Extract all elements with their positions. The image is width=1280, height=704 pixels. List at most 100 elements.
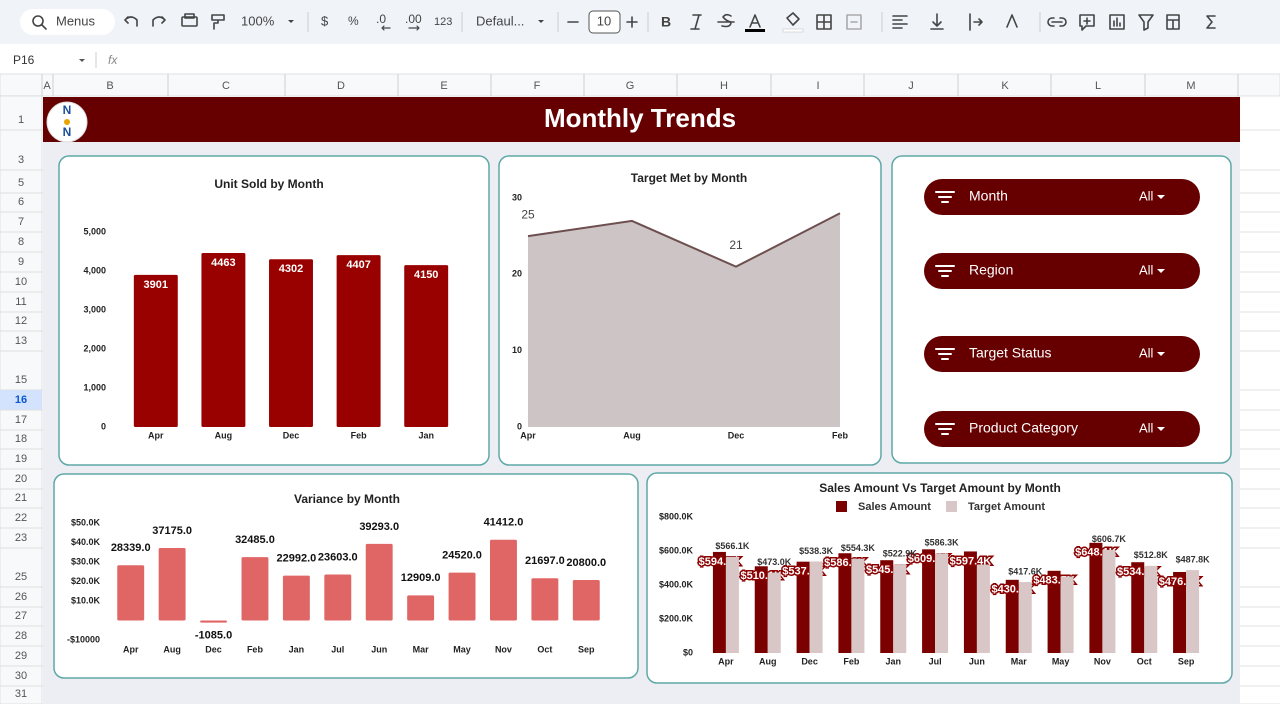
row-header[interactable]: 8	[18, 236, 24, 248]
redo-button[interactable]	[152, 16, 166, 27]
text-color-button[interactable]	[749, 14, 761, 28]
data-label: 37175.0	[152, 525, 192, 537]
row-header[interactable]: 19	[15, 453, 27, 465]
column-header[interactable]: M	[1186, 80, 1195, 92]
comment-button[interactable]	[1079, 14, 1095, 31]
merge-button[interactable]	[846, 14, 862, 30]
zoom-select[interactable]: 100%	[241, 13, 275, 28]
column-header[interactable]: H	[720, 80, 728, 92]
slicer-button[interactable]	[924, 411, 1200, 447]
row-header[interactable]: 10	[15, 276, 27, 288]
italic-button[interactable]	[690, 14, 702, 30]
percent-button[interactable]: %	[348, 14, 359, 28]
column-header[interactable]: K	[1001, 80, 1009, 92]
column-header[interactable]: D	[337, 80, 345, 92]
row-header[interactable]: 30	[15, 670, 27, 682]
row-header[interactable]: 26	[15, 591, 27, 603]
row-header[interactable]: 1	[18, 114, 24, 126]
row-header[interactable]: 21	[15, 492, 27, 504]
font-size-increase[interactable]	[626, 16, 638, 28]
column-header[interactable]: L	[1095, 80, 1101, 92]
column-header[interactable]: A	[43, 80, 51, 92]
row-header[interactable]: 17	[15, 414, 27, 426]
text-rotation-button[interactable]	[1006, 14, 1018, 28]
font-select[interactable]: Defaul...	[476, 13, 524, 28]
column-header[interactable]: E	[440, 80, 447, 92]
data-label: $522.9K	[883, 548, 918, 558]
column-header[interactable]: F	[534, 80, 541, 92]
x-tick-label: Jan	[885, 656, 901, 666]
row-header[interactable]: 11	[15, 296, 26, 308]
row-header[interactable]: 5	[18, 177, 24, 189]
row-header[interactable]: 16	[15, 394, 27, 406]
text-wrap-button[interactable]	[969, 13, 983, 31]
slicer-button[interactable]	[924, 336, 1200, 372]
x-tick-label: Dec	[205, 644, 222, 654]
column-header[interactable]: B	[106, 80, 113, 92]
bar	[365, 543, 393, 621]
currency-button[interactable]: $	[321, 13, 329, 28]
x-tick-label: Feb	[351, 430, 368, 440]
row-header[interactable]: 15	[15, 374, 27, 386]
y-tick-label: 0	[101, 421, 106, 431]
font-size-value[interactable]: 10	[597, 13, 611, 28]
bold-button[interactable]: B	[661, 14, 671, 30]
row-header[interactable]: 29	[15, 650, 27, 662]
row-header[interactable]: 25	[15, 571, 27, 583]
align-button[interactable]	[892, 15, 908, 29]
link-button[interactable]	[1047, 17, 1067, 27]
vertical-align-button[interactable]	[930, 13, 944, 30]
strikethrough-button[interactable]	[717, 13, 735, 28]
row-header[interactable]: 31	[15, 688, 27, 700]
slicer[interactable]: Month All	[924, 179, 1200, 215]
bar	[404, 265, 449, 427]
row-header[interactable]: 12	[15, 315, 27, 327]
row-header[interactable]: 9	[18, 256, 24, 268]
column-header[interactable]: I	[816, 80, 819, 92]
data-label: 24520.0	[442, 550, 482, 562]
row-header[interactable]: 20	[15, 473, 27, 485]
data-label: 23603.0	[318, 551, 358, 563]
search-box[interactable]	[20, 9, 115, 35]
slicer[interactable]: Target Status All	[924, 336, 1200, 372]
name-box[interactable]: P16	[13, 53, 35, 67]
increase-decimal-button[interactable]: .00	[405, 12, 422, 26]
logo-letter: N	[63, 103, 72, 117]
filter-button[interactable]	[1138, 14, 1154, 31]
row-header[interactable]: 7	[18, 216, 24, 228]
data-label: $538.3K	[799, 546, 834, 556]
row-header[interactable]: 22	[15, 512, 27, 524]
sum-button[interactable]	[1206, 15, 1216, 29]
column-header[interactable]: C	[222, 80, 230, 92]
row-header[interactable]: 13	[15, 335, 27, 347]
row-header[interactable]: 6	[18, 196, 24, 208]
number-format-button[interactable]: 123	[434, 16, 452, 28]
row-header[interactable]: 27	[15, 610, 27, 622]
functions-table-button[interactable]	[1166, 14, 1180, 30]
slicer[interactable]: Product Category All	[924, 411, 1200, 447]
decrease-decimal-button[interactable]: .0	[376, 12, 386, 26]
bar	[117, 565, 145, 621]
data-label: -1085.0	[195, 630, 232, 642]
column-header[interactable]: G	[626, 80, 635, 92]
undo-button[interactable]	[124, 16, 138, 27]
slicer[interactable]: Region All	[924, 253, 1200, 289]
search-text[interactable]: Menus	[56, 13, 96, 28]
x-tick-label: Feb	[843, 656, 860, 666]
chart: Unit Sold by Month 0 1,000 2,000 3,000 4,000 5…	[83, 177, 449, 440]
column-header[interactable]: J	[908, 80, 914, 92]
borders-button[interactable]	[816, 14, 832, 30]
slicer-button[interactable]	[924, 253, 1200, 289]
bar	[133, 274, 178, 427]
slicer-button[interactable]	[924, 179, 1200, 215]
row-header[interactable]: 3	[18, 154, 24, 166]
paint-format-button[interactable]	[211, 14, 225, 30]
fill-color-button[interactable]	[786, 12, 800, 26]
row-header[interactable]: 18	[15, 433, 27, 445]
font-size-box[interactable]	[588, 10, 621, 34]
slicer-label: Target Status	[969, 345, 1052, 361]
row-header[interactable]: 28	[15, 630, 27, 642]
chart-button[interactable]	[1109, 14, 1125, 30]
print-button[interactable]	[181, 16, 198, 27]
row-header[interactable]: 23	[15, 532, 27, 544]
